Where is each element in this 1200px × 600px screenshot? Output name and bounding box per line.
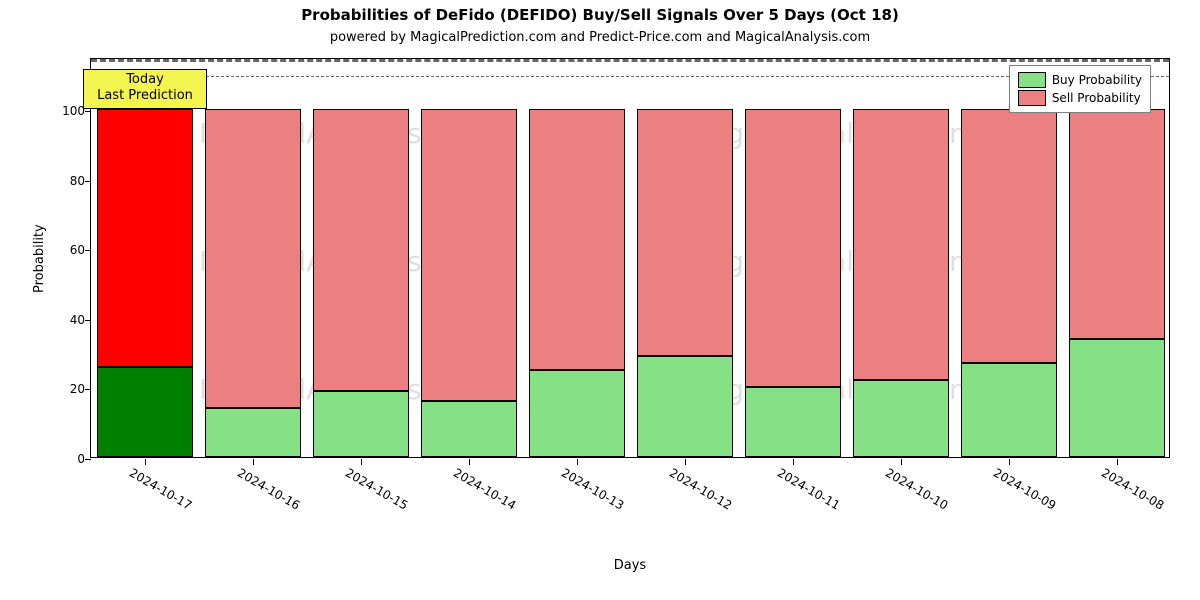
x-tick-label: 2024-10-14 [451, 457, 523, 513]
bar-buy [313, 391, 408, 457]
x-tick-label: 2024-10-16 [235, 457, 307, 513]
bar-buy [853, 380, 948, 457]
bar-sell [205, 109, 300, 408]
legend-swatch [1018, 90, 1046, 106]
chart-subtitle: powered by MagicalPrediction.com and Pre… [0, 30, 1200, 45]
x-tick-label: 2024-10-08 [1099, 457, 1171, 513]
y-tick-mark [85, 320, 91, 321]
chart-container: Probabilities of DeFido (DEFIDO) Buy/Sel… [0, 0, 1200, 600]
bar-sell [529, 109, 624, 370]
bar-buy [637, 356, 732, 457]
y-tick-mark [85, 389, 91, 390]
legend-swatch [1018, 72, 1046, 88]
chart-title: Probabilities of DeFido (DEFIDO) Buy/Sel… [0, 6, 1200, 24]
bar-sell [853, 109, 948, 380]
bar-sell [421, 109, 516, 401]
bar-buy [745, 387, 840, 457]
today-callout: TodayLast Prediction [83, 69, 207, 109]
bar-sell [97, 109, 192, 366]
legend-item: Sell Probability [1018, 90, 1142, 106]
bar-buy [97, 367, 192, 457]
bar-sell [745, 109, 840, 387]
legend-label: Buy Probability [1052, 73, 1142, 87]
bar-buy [961, 363, 1056, 457]
x-tick-label: 2024-10-11 [775, 457, 847, 513]
legend-label: Sell Probability [1052, 91, 1141, 105]
y-tick-mark [85, 111, 91, 112]
bar-sell [1069, 109, 1164, 339]
bar-buy [529, 370, 624, 457]
x-tick-label: 2024-10-17 [127, 457, 199, 513]
bar-buy [421, 401, 516, 457]
x-axis-label: Days [90, 558, 1170, 573]
x-tick-label: 2024-10-12 [667, 457, 739, 513]
x-tick-label: 2024-10-15 [343, 457, 415, 513]
y-tick-mark [85, 250, 91, 251]
x-tick-label: 2024-10-09 [991, 457, 1063, 513]
plot-area: 020406080100MagicalAnalysis.comMagicalAn… [90, 58, 1170, 458]
bar-sell [637, 109, 732, 356]
legend-item: Buy Probability [1018, 72, 1142, 88]
callout-line: Today [92, 72, 198, 88]
x-tick-label: 2024-10-10 [883, 457, 955, 513]
y-tick-mark [85, 459, 91, 460]
legend: Buy Probability Sell Probability [1009, 65, 1151, 113]
bar-sell [313, 109, 408, 391]
bar-buy [1069, 339, 1164, 457]
bar-sell [961, 109, 1056, 363]
y-tick-mark [85, 181, 91, 182]
callout-line: Last Prediction [92, 88, 198, 104]
reference-line [91, 76, 1169, 77]
y-axis-label: Probability [32, 224, 47, 293]
bar-buy [205, 408, 300, 457]
x-tick-label: 2024-10-13 [559, 457, 631, 513]
